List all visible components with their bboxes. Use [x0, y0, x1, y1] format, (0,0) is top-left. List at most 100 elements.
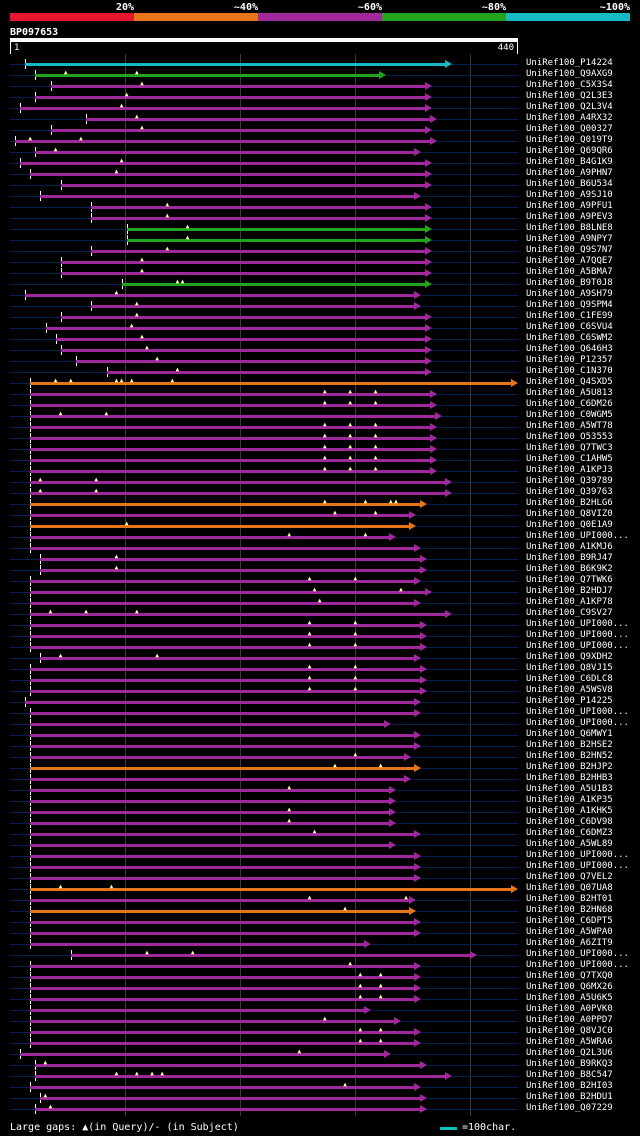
hit-row[interactable]: ▲ ▲ UniRef100_UPI000... — [0, 619, 640, 631]
hit-row[interactable]: ▲ UniRef100_Q9S7N7 — [0, 245, 640, 257]
hit-label[interactable]: UniRef100_B2HI03 — [526, 1081, 613, 1091]
hit-bar[interactable] — [60, 272, 425, 275]
hit-bar[interactable] — [30, 173, 425, 176]
hit-label[interactable]: UniRef100_A9PFU1 — [526, 201, 613, 211]
hit-row[interactable]: ▲ UniRef100_Q00327 — [0, 124, 640, 136]
hit-bar[interactable] — [35, 1075, 445, 1078]
hit-label[interactable]: UniRef100_Q07UA8 — [526, 883, 613, 893]
hit-label[interactable]: UniRef100_A5WT78 — [526, 421, 613, 431]
hit-row[interactable]: UniRef100_UPI000... — [0, 718, 640, 730]
hit-bar[interactable] — [60, 316, 425, 319]
hit-label[interactable]: UniRef100_Q6MX26 — [526, 982, 613, 992]
hit-row[interactable]: UniRef100_UPI000... — [0, 707, 640, 719]
hit-label[interactable]: UniRef100_Q9S7N7 — [526, 245, 613, 255]
hit-bar[interactable] — [70, 954, 471, 957]
hit-bar[interactable] — [30, 547, 415, 550]
hit-row[interactable]: ▲ ▲ UniRef100_Q9XDH2 — [0, 652, 640, 664]
hit-row[interactable]: ▲ UniRef100_A0PPD7 — [0, 1015, 640, 1027]
hit-bar[interactable] — [40, 1097, 420, 1100]
hit-row[interactable]: UniRef100_A5WPA0 — [0, 927, 640, 939]
hit-row[interactable]: ▲ ▲ ▲ UniRef100_A1KPJ3 — [0, 465, 640, 477]
hit-bar[interactable] — [40, 195, 415, 198]
hit-label[interactable]: UniRef100_UPI000... — [526, 718, 629, 728]
hit-bar[interactable] — [30, 745, 415, 748]
hit-bar[interactable] — [30, 756, 405, 759]
hit-label[interactable]: UniRef100_A0PPD7 — [526, 1015, 613, 1025]
hit-label[interactable]: UniRef100_P14225 — [526, 696, 613, 706]
hit-row[interactable]: ▲ UniRef100_A9NPY7 — [0, 234, 640, 246]
hit-bar[interactable] — [30, 668, 420, 671]
hit-row[interactable]: UniRef100_P14225 — [0, 696, 640, 708]
hit-bar[interactable] — [30, 778, 405, 781]
hit-bar[interactable] — [30, 481, 445, 484]
hit-label[interactable]: UniRef100_A1KPJ3 — [526, 465, 613, 475]
hit-label[interactable]: UniRef100_UPI000... — [526, 630, 629, 640]
hit-label[interactable]: UniRef100_C1N370 — [526, 366, 613, 376]
hit-row[interactable]: ▲ UniRef100_C6DMZ3 — [0, 828, 640, 840]
hit-bar[interactable] — [30, 1009, 364, 1012]
hit-label[interactable]: UniRef100_Q7TXQ0 — [526, 971, 613, 981]
hit-label[interactable]: UniRef100_A0PVK0 — [526, 1004, 613, 1014]
hit-row[interactable]: ▲ ▲ UniRef100_Q019T9 — [0, 135, 640, 147]
hit-label[interactable]: UniRef100_A9PEV3 — [526, 212, 613, 222]
hit-bar[interactable] — [30, 932, 415, 935]
hit-bar[interactable] — [60, 261, 425, 264]
hit-bar[interactable] — [30, 998, 415, 1001]
hit-label[interactable]: UniRef100_C6DV98 — [526, 817, 613, 827]
hit-bar[interactable] — [30, 877, 415, 880]
hit-label[interactable]: UniRef100_Q8VIZ0 — [526, 509, 613, 519]
hit-label[interactable]: UniRef100_B8C547 — [526, 1070, 613, 1080]
hit-bar[interactable] — [30, 426, 430, 429]
hit-label[interactable]: UniRef100_UPI000... — [526, 861, 629, 871]
hit-label[interactable]: UniRef100_B2HHB3 — [526, 773, 613, 783]
hit-label[interactable]: UniRef100_A5WSV8 — [526, 685, 613, 695]
hit-label[interactable]: UniRef100_Q39763 — [526, 487, 613, 497]
hit-label[interactable]: UniRef100_P12357 — [526, 355, 613, 365]
hit-row[interactable]: ▲ ▲ UniRef100_B9T0J8 — [0, 278, 640, 290]
hit-row[interactable]: ▲ UniRef100_A7QQE7 — [0, 256, 640, 268]
hit-bar[interactable] — [30, 613, 445, 616]
hit-bar[interactable] — [40, 558, 420, 561]
hit-label[interactable]: UniRef100_UPI000... — [526, 619, 629, 629]
hit-bar[interactable] — [106, 371, 425, 374]
hit-row[interactable]: ▲ UniRef100_C5X3S4 — [0, 80, 640, 92]
hit-bar[interactable] — [30, 811, 390, 814]
hit-row[interactable]: ▲ UniRef100_C6SWM2 — [0, 333, 640, 345]
hit-bar[interactable] — [20, 1053, 384, 1056]
hit-label[interactable]: UniRef100_A5U1B3 — [526, 784, 613, 794]
hit-row[interactable]: ▲ ▲ UniRef100_A5U6K5 — [0, 993, 640, 1005]
hit-label[interactable]: UniRef100_B6U534 — [526, 179, 613, 189]
hit-row[interactable]: ▲ UniRef100_B6K9K2 — [0, 564, 640, 576]
hit-bar[interactable] — [30, 514, 410, 517]
hit-label[interactable]: UniRef100_B2HT01 — [526, 894, 613, 904]
hit-row[interactable]: ▲ ▲ UniRef100_Q6MX26 — [0, 982, 640, 994]
hit-row[interactable]: ▲ ▲ UniRef100_C0WGM5 — [0, 410, 640, 422]
hit-bar[interactable] — [30, 965, 415, 968]
hit-label[interactable]: UniRef100_UPI000... — [526, 949, 629, 959]
hit-bar[interactable] — [30, 393, 430, 396]
hit-label[interactable]: UniRef100_C0WGM5 — [526, 410, 613, 420]
hit-row[interactable]: ▲ UniRef100_A5U1B3 — [0, 784, 640, 796]
hit-row[interactable]: UniRef100_UPI000... — [0, 850, 640, 862]
hit-label[interactable]: UniRef100_Q8VJC0 — [526, 1026, 613, 1036]
hit-label[interactable]: UniRef100_A9NPY7 — [526, 234, 613, 244]
hit-label[interactable]: UniRef100_Q6MWY1 — [526, 729, 613, 739]
hit-label[interactable]: UniRef100_Q4SXD5 — [526, 377, 613, 387]
hit-row[interactable]: ▲ UniRef100_Q9SPM4 — [0, 300, 640, 312]
hit-label[interactable]: UniRef100_A9PHN7 — [526, 168, 613, 178]
hit-row[interactable]: ▲ UniRef100_UPI000... — [0, 960, 640, 972]
hit-row[interactable]: ▲ UniRef100_A9PHN7 — [0, 168, 640, 180]
hit-bar[interactable] — [86, 118, 430, 121]
hit-label[interactable]: UniRef100_C1FE99 — [526, 311, 613, 321]
hit-label[interactable]: UniRef100_A5BMA7 — [526, 267, 613, 277]
hit-row[interactable]: ▲ ▲ UniRef100_UPI000... — [0, 630, 640, 642]
hit-row[interactable]: ▲ ▲ ▲ UniRef100_C1AHW5 — [0, 454, 640, 466]
hit-bar[interactable] — [25, 294, 415, 297]
hit-row[interactable]: ▲ UniRef100_Q07229 — [0, 1103, 640, 1115]
hit-row[interactable]: ▲ UniRef100_Q2L3E3 — [0, 91, 640, 103]
hit-bar[interactable] — [20, 107, 425, 110]
hit-bar[interactable] — [40, 657, 415, 660]
hit-row[interactable]: ▲ UniRef100_B4G1K9 — [0, 157, 640, 169]
hit-row[interactable]: ▲ UniRef100_P12357 — [0, 355, 640, 367]
hit-bar[interactable] — [30, 415, 435, 418]
